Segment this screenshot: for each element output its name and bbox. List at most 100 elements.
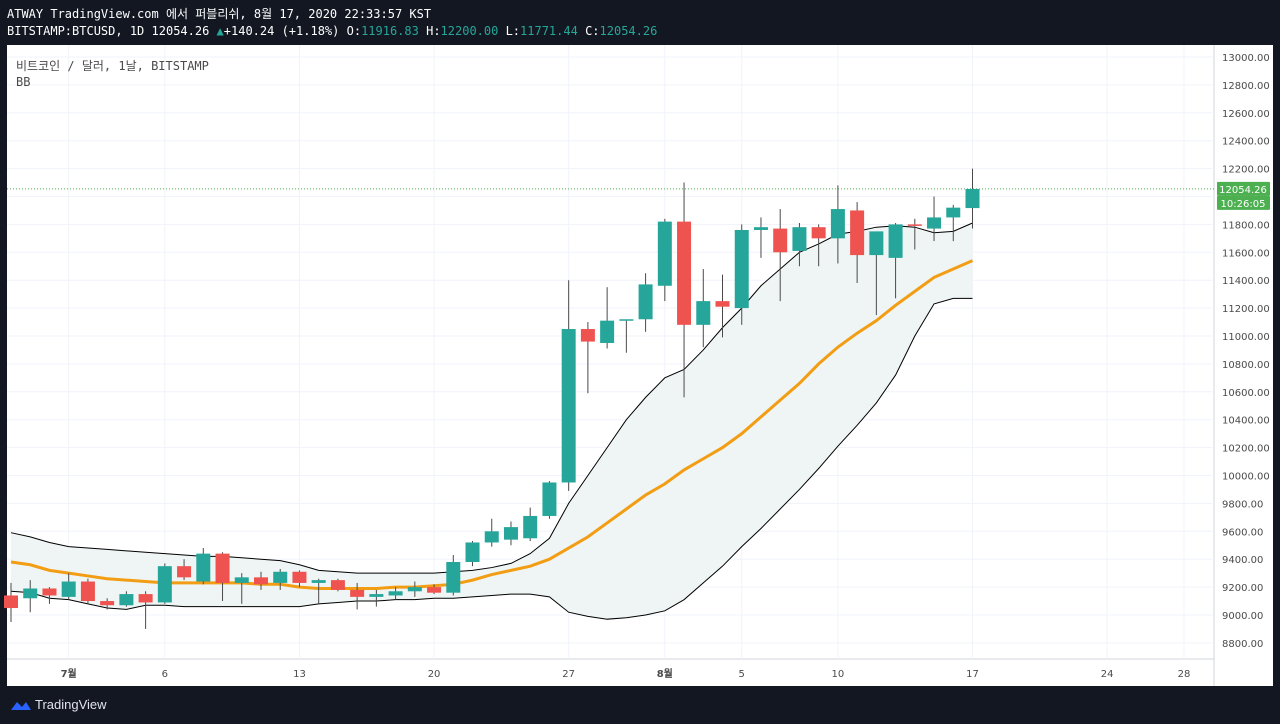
- price-axis-label: 11200.00: [1222, 304, 1270, 315]
- bb-lower-line: [10, 297, 973, 620]
- candle-body: [465, 542, 480, 562]
- time-axis-label: 5: [739, 669, 745, 680]
- time-axis-label: 28: [1178, 669, 1191, 680]
- candle-body: [446, 561, 461, 593]
- candle-body: [792, 227, 807, 251]
- time-axis-label: 24: [1101, 669, 1114, 680]
- candle-body: [503, 527, 518, 540]
- candle-body: [677, 221, 692, 325]
- time-axis-label: 7월: [61, 668, 77, 680]
- countdown-value: 10:26:05: [1221, 199, 1266, 210]
- indicator-legend[interactable]: BB: [16, 75, 31, 89]
- price-axis-label: 8800.00: [1222, 639, 1263, 650]
- candle-body: [696, 301, 711, 325]
- open-label: O:: [346, 24, 362, 38]
- candle-body: [850, 210, 865, 256]
- candle-body: [869, 231, 884, 256]
- price-axis-label: 11000.00: [1222, 332, 1270, 343]
- price-axis-label: 13000.00: [1222, 53, 1270, 64]
- candle-body: [830, 209, 845, 239]
- symbol-label: BITSTAMP:BTCUSD, 1D: [7, 24, 145, 38]
- price-axis-label: 9000.00: [1222, 611, 1263, 622]
- up-arrow-icon: ▲: [216, 24, 224, 38]
- candle-body: [369, 594, 384, 597]
- candle-body: [907, 224, 922, 226]
- time-axis-label: 27: [562, 669, 575, 680]
- time-axis-label: 20: [428, 669, 441, 680]
- candle-body: [4, 595, 18, 609]
- candle-body: [407, 587, 422, 592]
- tradingview-logo-icon: [11, 702, 31, 710]
- price-axis-label: 12600.00: [1222, 109, 1270, 120]
- candle-body: [292, 571, 307, 583]
- candle-body: [561, 329, 576, 483]
- candle-body: [773, 228, 788, 253]
- candle-body: [484, 531, 499, 543]
- bb-band-fill: [11, 223, 973, 620]
- time-axis-label: 17: [966, 669, 979, 680]
- candle-body: [253, 577, 268, 585]
- price-axis-label: 9600.00: [1222, 527, 1263, 538]
- candle-body: [138, 594, 153, 603]
- candle-body: [927, 217, 942, 229]
- candle-body: [177, 566, 192, 578]
- candle-body: [61, 581, 76, 597]
- countdown-badge: [1217, 195, 1270, 210]
- candle-body: [100, 601, 115, 606]
- candle-body: [311, 580, 326, 583]
- candle-body: [273, 571, 288, 583]
- candle-body: [388, 591, 403, 596]
- candle-body: [638, 284, 653, 320]
- candle-body: [215, 553, 230, 583]
- footer-brand[interactable]: TradingView: [35, 697, 107, 712]
- candle-body: [523, 515, 538, 539]
- price-tag-badge: [1217, 181, 1270, 196]
- price-tag-value: 12054.26: [1219, 185, 1267, 196]
- ohlc-header: BITSTAMP:BTCUSD, 1D 12054.26 ▲+140.24 (+…: [7, 24, 657, 39]
- candle-body: [196, 553, 211, 582]
- high-value: 12200.00: [440, 24, 499, 38]
- price-axis-label: 12200.00: [1222, 165, 1270, 176]
- time-axis-label: 6: [162, 669, 168, 680]
- price-change: +140.24 (+1.18%): [223, 24, 340, 38]
- footer: [0, 686, 1280, 724]
- candle-body: [119, 594, 134, 606]
- price-axis-label: 12400.00: [1222, 137, 1270, 148]
- candle-body: [42, 588, 57, 596]
- candle-body: [350, 589, 365, 597]
- candle-body: [753, 227, 768, 230]
- open-value: 11916.83: [361, 24, 419, 38]
- price-axis-label: 9800.00: [1222, 499, 1263, 510]
- bb-upper-line: [10, 222, 973, 574]
- candle-body: [157, 566, 172, 603]
- price-axis-label: 11400.00: [1222, 276, 1270, 287]
- close-value: 12054.26: [599, 24, 658, 38]
- low-value: 11771.44: [520, 24, 578, 38]
- candle-body: [946, 207, 961, 218]
- candle-body: [715, 301, 730, 307]
- time-axis-label: 10: [832, 669, 845, 680]
- candle-body: [23, 588, 38, 599]
- price-axis-label: 12800.00: [1222, 81, 1270, 92]
- low-label: L:: [505, 24, 521, 38]
- chart-legend-title: 비트코인 / 달러, 1날, BITSTAMP: [16, 59, 209, 73]
- high-label: H:: [426, 24, 441, 38]
- candle-body: [600, 320, 615, 343]
- candle-body: [330, 580, 345, 590]
- price-axis-label: 9200.00: [1222, 583, 1263, 594]
- price-axis-label: 10000.00: [1222, 472, 1270, 483]
- price-axis-label: 10400.00: [1222, 416, 1270, 427]
- last-price: 12054.26: [151, 24, 210, 38]
- candle-body: [234, 577, 249, 583]
- price-axis-label: 9400.00: [1222, 555, 1263, 566]
- price-axis-label: 10800.00: [1222, 360, 1270, 371]
- candle-body: [619, 319, 634, 321]
- publish-info: ATWAY TradingView.com 에서 퍼블리쉬, 8월 17, 20…: [7, 7, 432, 21]
- candle-body: [80, 581, 95, 602]
- candle-body: [734, 229, 749, 309]
- price-axis-label: 11800.00: [1222, 220, 1270, 231]
- price-axis-label: 10200.00: [1222, 444, 1270, 455]
- price-axis-label: 11600.00: [1222, 248, 1270, 259]
- candle-body: [542, 482, 557, 516]
